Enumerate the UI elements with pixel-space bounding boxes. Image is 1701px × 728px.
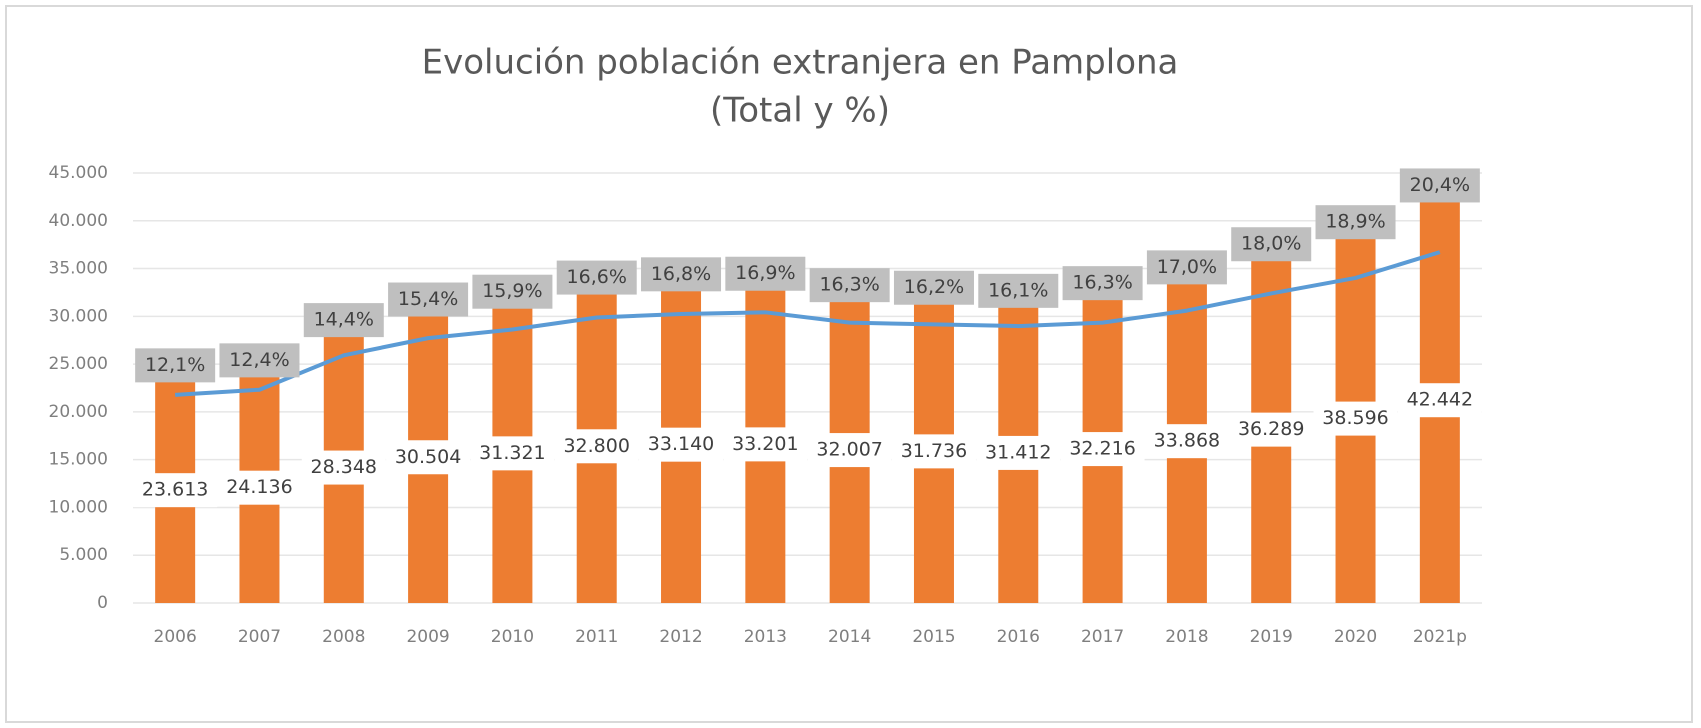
data-label: 42.442 (1407, 389, 1473, 411)
data-label: 12,1% (145, 354, 205, 376)
data-label: 15,4% (398, 288, 458, 310)
data-label-box (386, 440, 471, 475)
data-label-box (217, 470, 302, 505)
x-tick-label: 2018 (1165, 627, 1208, 647)
y-tick-label: 25.000 (49, 354, 108, 374)
data-label-box (135, 348, 216, 383)
data-label-box (1315, 205, 1396, 240)
data-label: 32.800 (563, 435, 629, 457)
line (175, 250, 1441, 397)
data-label-box (1229, 412, 1314, 447)
y-tick-label: 0 (97, 593, 108, 613)
data-label: 16,3% (1072, 272, 1132, 294)
data-label-box (133, 473, 218, 508)
data-label-box (893, 270, 974, 305)
data-label: 16,8% (651, 263, 711, 285)
data-label: 23.613 (142, 479, 208, 501)
x-tick-label: 2015 (912, 627, 955, 647)
data-label-box (1231, 227, 1312, 262)
data-label: 17,0% (1157, 256, 1217, 278)
data-label-box (725, 256, 806, 291)
data-label: 38.596 (1322, 407, 1388, 429)
chart-subtitle: (Total y %) (710, 91, 890, 131)
data-label-box (1062, 266, 1143, 301)
x-tick-label: 2020 (1334, 627, 1377, 647)
x-tick-label: 2019 (1250, 627, 1293, 647)
data-label: 14,4% (314, 309, 374, 331)
data-label: 24.136 (226, 476, 292, 498)
data-label: 12,4% (229, 349, 289, 371)
data-label: 33.140 (648, 433, 714, 455)
data-label-box (1313, 401, 1398, 436)
data-label: 18,9% (1325, 211, 1385, 233)
data-label-box (472, 274, 553, 309)
data-label-box (470, 436, 555, 471)
data-label: 20,4% (1410, 174, 1470, 196)
data-label: 16,3% (819, 274, 879, 296)
data-label-box (388, 282, 469, 317)
x-tick-label: 2013 (744, 627, 787, 647)
data-label-box (554, 429, 639, 464)
y-tick-label: 40.000 (49, 211, 108, 231)
data-label: 36.289 (1238, 418, 1304, 440)
x-tick-label: 2021p (1413, 627, 1467, 647)
y-tick-label: 30.000 (49, 306, 108, 326)
chart-title: Evolución población extranjera en Pamplo… (422, 43, 1179, 83)
data-label-box (723, 427, 808, 462)
y-tick-label: 10.000 (49, 497, 108, 517)
data-label-box (641, 257, 722, 292)
data-label-box (1399, 168, 1480, 203)
data-label: 18,0% (1241, 233, 1301, 255)
data-label-box (807, 433, 892, 468)
x-tick-label: 2006 (154, 627, 197, 647)
x-tick-label: 2011 (575, 627, 618, 647)
x-tick-label: 2012 (659, 627, 702, 647)
data-label: 31.736 (901, 440, 967, 462)
data-label: 30.504 (395, 446, 461, 468)
data-label: 31.321 (479, 442, 545, 464)
data-label-box (219, 343, 300, 378)
x-tick-label: 2008 (322, 627, 365, 647)
data-label-box (303, 303, 384, 338)
x-tick-label: 2007 (238, 627, 281, 647)
data-label: 33.201 (732, 433, 798, 455)
data-label-box (639, 427, 724, 462)
data-label: 33.868 (1154, 430, 1220, 452)
data-label: 16,6% (567, 266, 627, 288)
x-tick-label: 2014 (828, 627, 871, 647)
x-tick-label: 2017 (1081, 627, 1124, 647)
x-tick-label: 2010 (491, 627, 534, 647)
y-tick-label: 5.000 (59, 545, 108, 565)
data-label: 16,9% (735, 262, 795, 284)
y-tick-label: 35.000 (49, 259, 108, 279)
y-tick-label: 20.000 (49, 402, 108, 422)
data-label-box (978, 273, 1059, 308)
data-label: 32.216 (1069, 438, 1135, 460)
data-label-box (1146, 250, 1227, 285)
data-label-box (301, 450, 386, 485)
data-label: 15,9% (482, 280, 542, 302)
data-label-box (976, 435, 1061, 470)
data-label-box (1397, 383, 1482, 418)
y-tick-label: 45.000 (49, 163, 108, 183)
data-label: 31.412 (985, 441, 1051, 463)
y-tick-label: 15.000 (49, 450, 108, 470)
data-label: 28.348 (311, 456, 377, 478)
data-label-box (809, 268, 890, 303)
data-label: 32.007 (816, 439, 882, 461)
data-label: 16,2% (904, 276, 964, 298)
data-label-box (891, 434, 976, 469)
x-tick-label: 2009 (406, 627, 449, 647)
data-label-box (556, 260, 637, 295)
data-label-box (1060, 432, 1145, 467)
data-label: 16,1% (988, 279, 1048, 301)
data-label-box (1144, 424, 1229, 459)
x-tick-label: 2016 (997, 627, 1040, 647)
